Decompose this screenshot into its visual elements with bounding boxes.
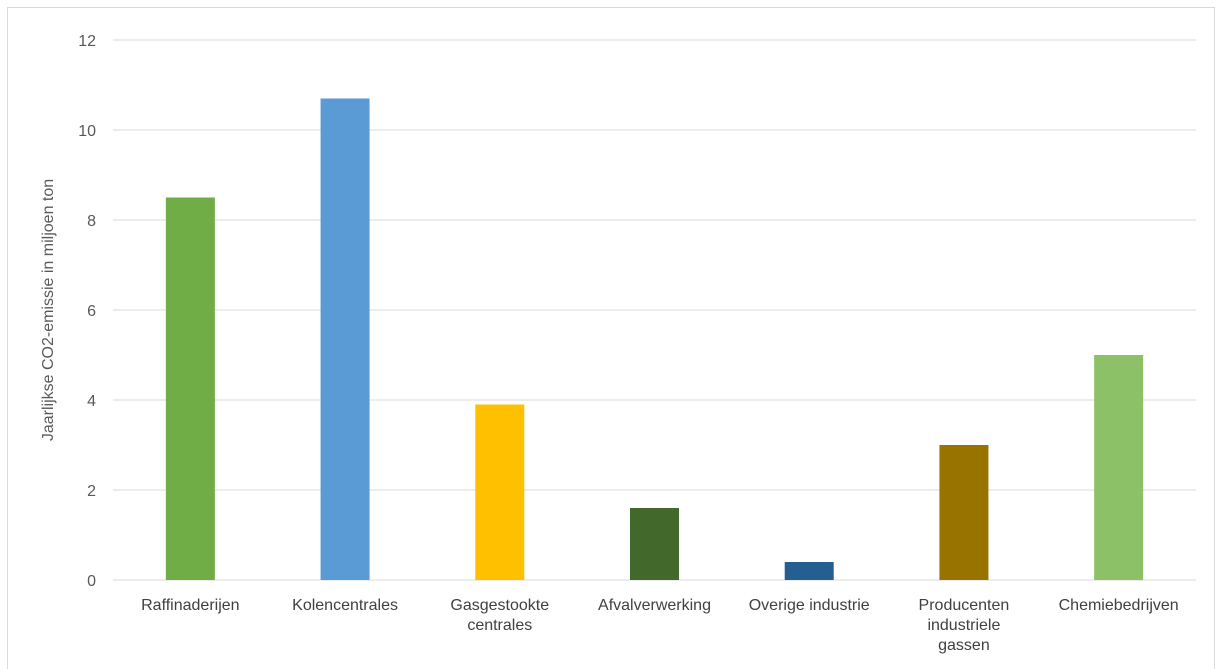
category-label: Producenten industriele gassen (919, 597, 1010, 654)
y-tick-label: 2 (87, 483, 96, 500)
y-tick-label: 10 (78, 123, 96, 140)
y-tick-label: 8 (87, 213, 96, 230)
y-axis-label: Jaarlijkse CO2-emissie in miljoen ton (40, 179, 57, 441)
bar (630, 508, 679, 580)
bar (939, 445, 989, 580)
category-label: Afvalverwerking (598, 597, 711, 614)
bar (165, 197, 215, 580)
y-axis-ticks: 0 2 4 6 8 10 12 (78, 33, 96, 590)
x-axis-categories: Raffinaderijen Kolencentrales Gasgestookte… (141, 597, 1179, 654)
category-label: Chemiebedrijven (1059, 597, 1179, 614)
y-tick-label: 6 (87, 303, 96, 320)
category-label: Raffinaderijen (141, 597, 239, 614)
y-tick-label: 4 (87, 393, 96, 410)
gridlines (113, 39, 1196, 581)
bar (475, 404, 525, 580)
bar (784, 562, 834, 580)
y-tick-label: 12 (78, 33, 96, 50)
category-label: Kolencentrales (292, 597, 398, 614)
y-tick-label: 0 (87, 573, 96, 590)
bar (1094, 355, 1144, 580)
bar (320, 98, 370, 580)
category-label: Overige industrie (749, 597, 870, 614)
bars (165, 98, 1144, 580)
category-label: Gasgestookte centrales (450, 597, 549, 634)
